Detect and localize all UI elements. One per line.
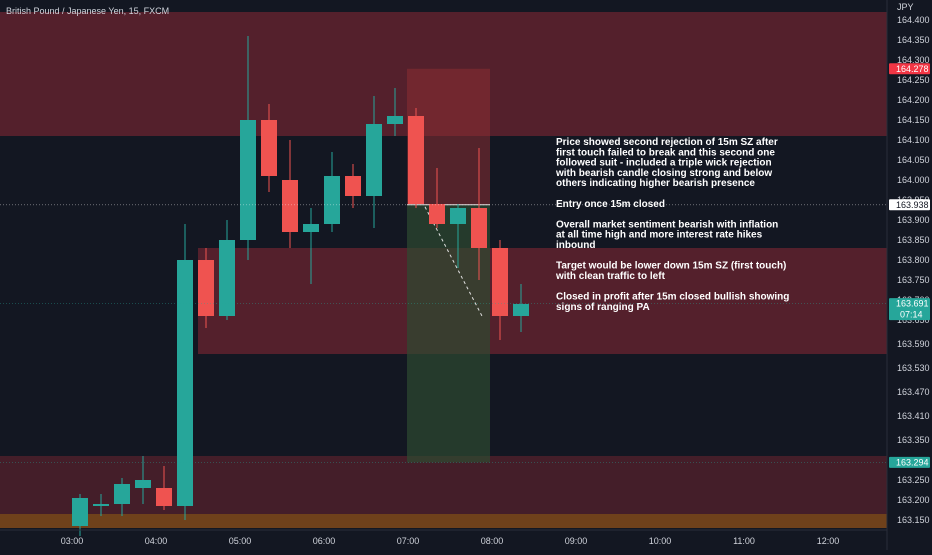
annotation-line: with clean traffic to left [555,271,666,282]
annotation-line: Target would be lower down 15m SZ (first… [556,261,786,272]
candle-body[interactable] [282,180,298,232]
annotation-line: Price showed second rejection of 15m SZ … [556,137,778,148]
price-tick-label: 163.530 [897,363,930,373]
price-label-badge [889,199,930,211]
time-tick-label: 03:00 [61,536,84,546]
price-tick-label: 163.150 [897,515,930,525]
annotation-line: inbound [556,240,595,251]
candle-body[interactable] [72,498,88,526]
candle-body[interactable] [471,208,487,248]
time-tick-label: 11:00 [733,536,755,546]
price-tick-label: 163.470 [897,387,930,397]
candle-body[interactable] [429,204,445,224]
candle-body[interactable] [93,504,109,506]
candle-body[interactable] [240,120,256,240]
candle-body[interactable] [219,240,235,316]
candle-body[interactable] [303,224,319,232]
supply-zone [198,248,887,354]
candle-body[interactable] [345,176,361,196]
time-tick-label: 10:00 [649,536,672,546]
price-label-text: 164.278 [896,64,929,74]
price-label-text: 163.691 [896,299,929,309]
candles-layer [72,36,529,536]
price-tick-label: 164.100 [897,135,930,145]
candle-body[interactable] [366,124,382,196]
countdown-timer: 07:14 [900,310,923,320]
price-tick-label: 164.200 [897,95,930,105]
price-tick-label: 164.250 [897,75,930,85]
candle-body[interactable] [408,116,424,204]
price-label-badge [889,456,930,468]
price-label-text: 163.294 [896,457,929,467]
price-tick-label: 163.800 [897,255,930,265]
price-tick-label: 163.590 [897,339,930,349]
price-tick-label: 163.250 [897,475,930,485]
price-tick-label: 164.400 [897,15,930,25]
price-tick-label: 164.150 [897,115,930,125]
time-tick-label: 05:00 [229,536,252,546]
candle-body[interactable] [324,176,340,224]
candle-body[interactable] [261,120,277,176]
time-tick-label: 06:00 [313,536,336,546]
time-tick-label: 04:00 [145,536,168,546]
price-label-badge [889,63,930,75]
time-tick-label: 07:00 [397,536,420,546]
price-label-badge [889,298,930,321]
demand-zone [0,514,887,528]
candle-body[interactable] [156,488,172,506]
price-tick-label: 163.750 [897,275,930,285]
annotation-line: at all time high and more interest rate … [556,230,763,241]
symbol-title: British Pound / Japanese Yen, 15, FXCM [6,6,169,16]
time-tick-label: 09:00 [565,536,588,546]
candle-body[interactable] [114,484,130,504]
currency-label: JPY [897,2,914,12]
candle-body[interactable] [387,116,403,124]
annotation-text[interactable]: Price showed second rejection of 15m SZ … [555,137,789,313]
candle-body[interactable] [135,480,151,488]
candle-body[interactable] [450,208,466,224]
candle-body[interactable] [492,248,508,316]
annotation-line: with bearish candle closing strong and b… [555,168,772,179]
annotation-line: Overall market sentiment bearish with in… [556,219,778,230]
annotation-line: followed suit - included a triple wick r… [556,158,772,169]
price-tick-label: 163.850 [897,235,930,245]
price-lines-layer [0,204,887,463]
time-tick-label: 08:00 [481,536,504,546]
annotation-line: first touch failed to break and this sec… [556,147,775,158]
price-tick-label: 163.200 [897,495,930,505]
candle-body[interactable] [513,304,529,316]
price-tick-label: 164.000 [897,175,930,185]
time-tick-label: 12:00 [817,536,840,546]
price-tick-label: 164.350 [897,35,930,45]
annotation-line: others indicating higher bearish presenc… [556,178,755,189]
price-tick-label: 163.350 [897,435,930,445]
candle-body[interactable] [177,260,193,506]
annotation-line: Entry once 15m closed [556,199,665,210]
candle-body[interactable] [198,260,214,316]
price-tick-label: 164.300 [897,55,930,65]
price-tick-label: 164.050 [897,155,930,165]
annotation-line: Closed in profit after 15m closed bullis… [556,292,789,303]
price-tick-label: 163.900 [897,215,930,225]
trade-path-line [424,206,483,317]
price-label-text: 163.938 [896,200,929,210]
time-axis[interactable]: 03:00 04:00 05:00 06:00 07:00 08:00 09:00 10:00… [61,536,840,546]
annotation-line: signs of ranging PA [556,302,650,313]
price-tick-label: 163.410 [897,411,930,421]
